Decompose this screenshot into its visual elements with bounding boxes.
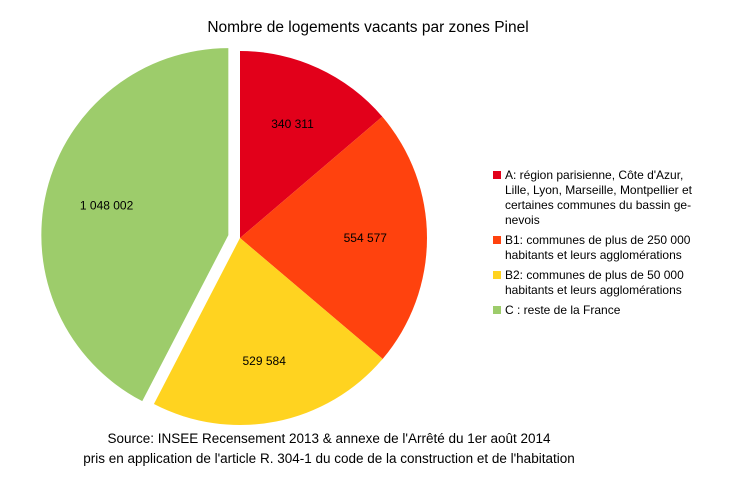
legend-item-zone-c: C : reste de la France <box>491 303 731 318</box>
data-label-zone-a: 340 311 <box>271 117 314 131</box>
legend-swatch-zone-b1 <box>493 236 501 244</box>
pie-slice-zone-c <box>41 48 229 402</box>
legend-item-zone-b1: B1: communes de plus de 250 000 habitants… <box>491 233 731 263</box>
data-label-zone-b1: 554 577 <box>344 231 388 245</box>
legend-item-zone-a: A: région parisienne, Côte d'Azur, Lille,… <box>491 168 731 228</box>
legend-label-line: certaines communes du bassin ge- <box>505 198 692 212</box>
legend-swatch-zone-b2 <box>493 271 501 279</box>
data-label-zone-b2: 529 584 <box>243 354 287 368</box>
pie-slice-zone-a <box>240 51 383 238</box>
legend-swatch-zone-a <box>493 171 501 179</box>
legend-swatch-zone-c <box>493 306 501 314</box>
pie-slice-zone-b1 <box>240 116 427 359</box>
legend-label-line: B2: communes de plus de 50 000 <box>505 268 684 282</box>
legend-label-line: B1: communes de plus de 250 000 <box>505 233 691 247</box>
pie-slice-zone-b2 <box>153 238 383 426</box>
legend-label-line: C : reste de la France <box>505 303 621 317</box>
legend-label-line: habitants et leurs agglomérations <box>505 283 682 297</box>
legend-label-line: nevois <box>505 213 540 227</box>
legend-label-line: Lille, Lyon, Marseille, Montpellier et <box>505 183 692 197</box>
source-line-2: pris en application de l'article R. 304-… <box>83 451 575 466</box>
source-line-1: Source: INSEE Recensement 2013 & annexe … <box>107 431 551 446</box>
legend-item-zone-b2: B2: communes de plus de 50 000 habitants … <box>491 268 731 298</box>
chart-title: Nombre de logements vacants par zones Pi… <box>207 19 529 36</box>
data-label-zone-c: 1 048 002 <box>80 199 134 213</box>
legend-label-line: A: région parisienne, Côte d'Azur, <box>505 168 684 182</box>
legend: A: région parisienne, Côte d'Azur, Lille,… <box>491 168 731 323</box>
legend-label-line: habitants et leurs agglomérations <box>505 248 682 262</box>
